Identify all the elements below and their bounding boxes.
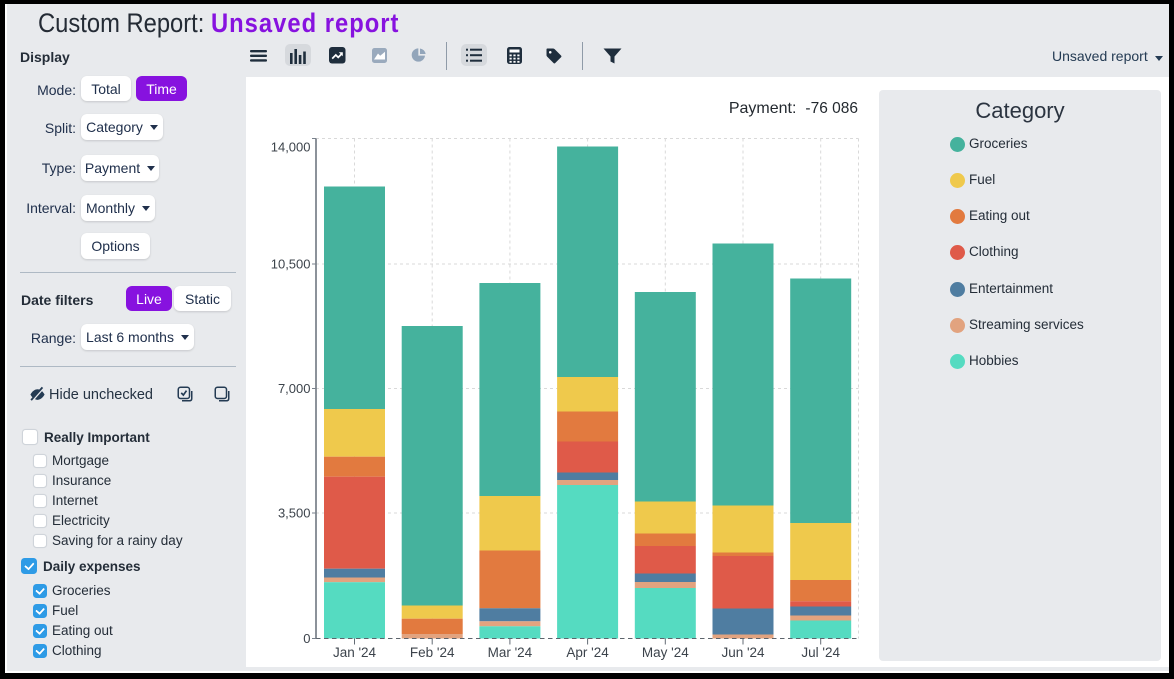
svg-text:Jan '24: Jan '24 <box>333 645 377 660</box>
svg-text:Jun '24: Jun '24 <box>721 645 765 660</box>
svg-text:10,500: 10,500 <box>271 257 311 272</box>
svg-text:7,000: 7,000 <box>278 381 311 396</box>
svg-text:0: 0 <box>303 631 310 646</box>
svg-text:May '24: May '24 <box>642 645 689 660</box>
svg-text:Mar '24: Mar '24 <box>488 645 533 660</box>
svg-text:Jul '24: Jul '24 <box>801 645 840 660</box>
svg-text:Payment:-76 086: Payment: -76 086 <box>729 100 858 117</box>
svg-text:Apr '24: Apr '24 <box>566 645 609 660</box>
svg-text:3,500: 3,500 <box>278 506 311 521</box>
svg-text:14,000: 14,000 <box>271 140 311 155</box>
svg-text:Feb '24: Feb '24 <box>410 645 455 660</box>
